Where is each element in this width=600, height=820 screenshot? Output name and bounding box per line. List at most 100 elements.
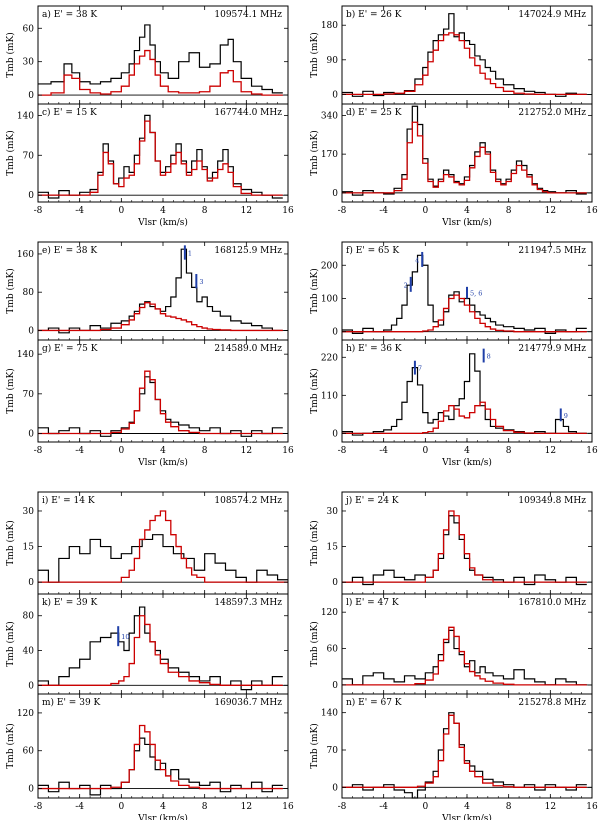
frequency-label: 109574.1 MHz — [214, 10, 282, 20]
x-tick-label: 8 — [202, 802, 208, 812]
frequency-label: 215278.8 MHz — [518, 698, 586, 708]
x-tick-label: 0 — [118, 802, 124, 812]
axes-frame — [341, 103, 593, 203]
y-tick-label: 0 — [332, 429, 338, 439]
x-tick-label: -4 — [379, 206, 388, 216]
x-tick-label: -4 — [75, 446, 84, 456]
x-tick-label: 8 — [506, 446, 512, 456]
y-axis-label: Tmb (mK) — [309, 32, 320, 77]
x-tick-label: -8 — [34, 446, 43, 456]
transition-label: 3 — [199, 278, 203, 286]
frequency-label: 109349.8 MHz — [518, 496, 586, 506]
x-tick-label: 12 — [545, 446, 556, 456]
panel-k: 0 40 80 Tmb (mK) k) E' = 39 K 148597.3 MHz 10 — [5, 593, 289, 695]
x-tick-label: -8 — [338, 446, 347, 456]
y-axis-label: Tmb (mK) — [5, 268, 16, 313]
series-model — [342, 401, 587, 435]
y-tick-label: 160 — [17, 250, 34, 260]
y-tick-label: 0 — [28, 326, 34, 336]
x-tick-label: 8 — [202, 446, 208, 456]
series-model — [342, 626, 587, 686]
y-tick-label: 0 — [28, 681, 34, 691]
x-tick-label: 4 — [464, 802, 470, 812]
panel-label: m) E' = 39 K — [42, 697, 101, 708]
x-tick-label: 4 — [160, 206, 166, 216]
y-tick-label: 0 — [332, 90, 338, 100]
x-tick-label: 4 — [464, 446, 470, 456]
y-tick-label: 60 — [327, 645, 339, 655]
panel-a: 0 30 60 Tmb (mK) a) E' = 38 K 109574.1 MHz — [5, 5, 289, 105]
y-axis-label: Tmb (mK) — [309, 368, 320, 413]
transition-label: 9 — [564, 412, 568, 420]
x-tick-label: 0 — [422, 206, 428, 216]
axes-frame — [37, 241, 289, 341]
y-tick-label: 15 — [23, 543, 35, 553]
y-tick-label: 100 — [321, 294, 338, 304]
transition-label: 8 — [487, 353, 491, 361]
axes-frame — [37, 103, 289, 203]
panel-label: b) E' = 26 K — [346, 9, 402, 20]
axes-frame — [37, 593, 289, 695]
x-tick-label: 0 — [118, 446, 124, 456]
axes-frame — [341, 593, 593, 695]
transition-label: 5, 6 — [470, 290, 482, 298]
series-model — [38, 370, 283, 435]
x-tick-label: 16 — [586, 446, 598, 456]
series-observed — [38, 737, 283, 796]
x-tick-label: -4 — [379, 802, 388, 812]
transition-label: 10 — [121, 633, 129, 641]
frequency-label: 212752.0 MHz — [518, 108, 586, 118]
x-axis-label: Vlsr (km/s) — [441, 457, 492, 468]
x-tick-label: -8 — [338, 802, 347, 812]
frequency-label: 214779.9 MHz — [518, 344, 586, 354]
y-tick-label: 140 — [321, 709, 338, 719]
series-observed — [38, 24, 283, 94]
series-observed — [38, 606, 283, 691]
panel-j: 0 15 30 Tmb (mK) j) E' = 24 K 109349.8 MHz — [309, 491, 593, 595]
y-tick-label: 0 — [332, 681, 338, 691]
y-tick-label: 0 — [332, 578, 338, 588]
axes-frame — [341, 491, 593, 595]
frequency-label: 211947.5 MHz — [518, 246, 586, 256]
x-axis-label: Vlsr (km/s) — [137, 813, 188, 820]
x-tick-label: 0 — [422, 802, 428, 812]
series-observed — [38, 248, 283, 334]
x-tick-label: -8 — [34, 206, 43, 216]
panel-label: h) E' = 36 K — [346, 343, 402, 354]
panel-label: e) E' = 38 K — [42, 245, 97, 256]
y-axis-label: Tmb (mK) — [309, 130, 320, 175]
y-axis-label: Tmb (mK) — [5, 621, 16, 666]
series-observed — [38, 114, 283, 199]
x-tick-label: 12 — [241, 446, 252, 456]
y-axis-label: Tmb (mK) — [5, 130, 16, 175]
panel-label: l) E' = 47 K — [346, 597, 399, 608]
x-tick-label: 12 — [241, 206, 252, 216]
panel-label: j) E' = 24 K — [345, 495, 399, 506]
x-tick-label: 4 — [464, 206, 470, 216]
y-tick-label: 70 — [23, 390, 35, 400]
series-model — [38, 302, 283, 332]
y-tick-label: 60 — [23, 24, 35, 34]
transition-label: 1 — [188, 250, 192, 258]
series-model — [38, 510, 288, 583]
series-model — [38, 724, 283, 790]
transition-label: 7 — [418, 365, 422, 373]
frequency-label: 167810.0 MHz — [518, 598, 586, 608]
x-axis-label: Vlsr (km/s) — [441, 813, 492, 820]
series-observed — [342, 353, 587, 436]
y-tick-label: 340 — [321, 111, 338, 121]
x-tick-label: 4 — [160, 802, 166, 812]
y-axis-label: Tmb (mK) — [309, 621, 320, 666]
frequency-label: 147024.9 MHz — [518, 10, 586, 20]
frequency-label: 168125.9 MHz — [214, 246, 282, 256]
transition-label: 4 — [415, 256, 419, 264]
axes-frame — [37, 339, 289, 443]
panel-label: c) E' = 15 K — [42, 107, 97, 118]
y-tick-label: 15 — [327, 543, 339, 553]
series-model — [342, 294, 587, 333]
